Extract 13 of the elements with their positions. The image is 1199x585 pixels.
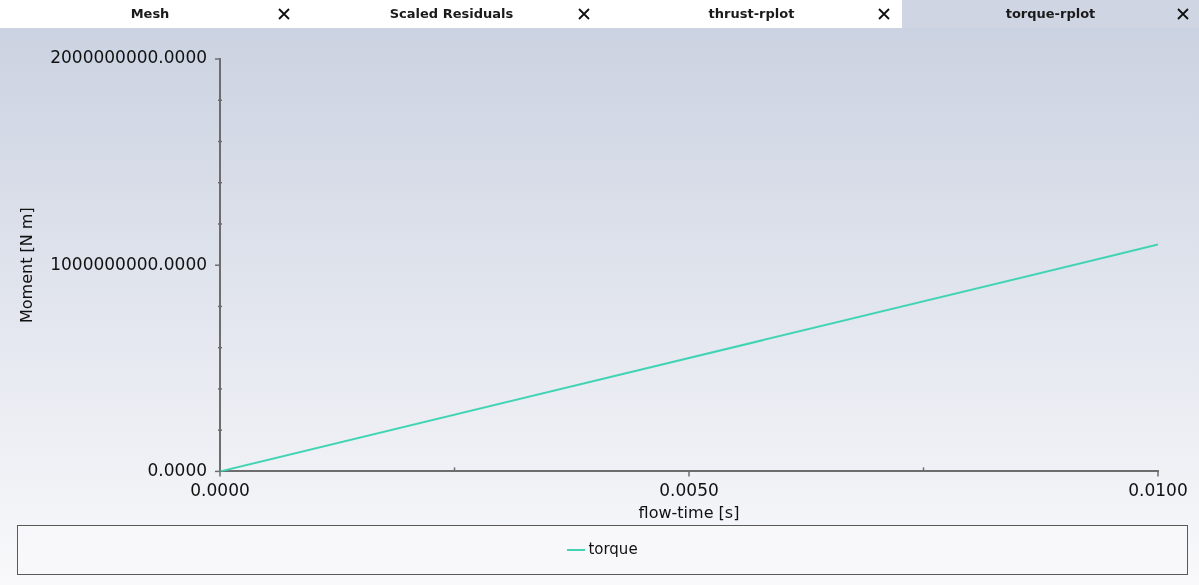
text: thrust-rplot [707,6,796,21]
y-tick-label: 0.0000 [147,459,208,480]
legend-label: torque [588,540,638,558]
x-tick-label: 0.0050 [659,480,719,501]
y-tick-label: 2000000000.0000 [50,47,208,68]
text: Scaled Residuals [388,6,515,21]
y-axis-title: Moment [N m] [16,207,36,324]
x-tick-label: 0.0100 [1128,480,1188,501]
text: Mesh [129,6,171,21]
y-tick-label: 1000000000.0000 [50,253,208,274]
x-axis-title: flow-time [s] [638,502,740,522]
text: torque-rplot [1004,6,1097,21]
x-tick-label: 0.0000 [190,480,250,501]
